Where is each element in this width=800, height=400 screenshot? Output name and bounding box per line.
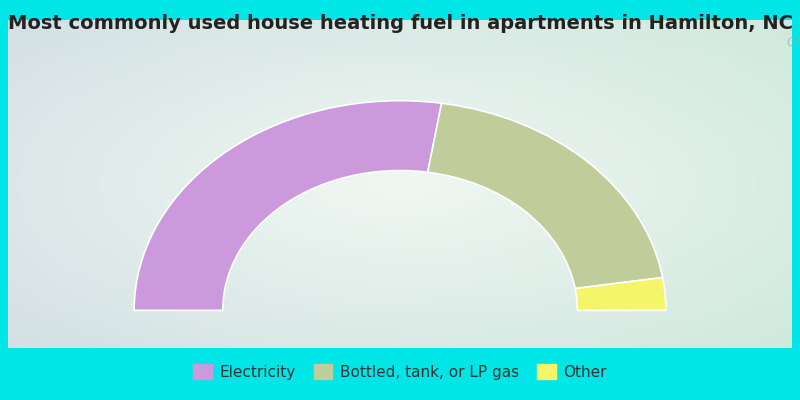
Legend: Electricity, Bottled, tank, or LP gas, Other: Electricity, Bottled, tank, or LP gas, O… bbox=[189, 360, 611, 384]
Wedge shape bbox=[575, 278, 666, 310]
Wedge shape bbox=[428, 103, 662, 288]
Text: City-Data.com: City-Data.com bbox=[786, 36, 800, 50]
Wedge shape bbox=[134, 101, 442, 310]
Text: Most commonly used house heating fuel in apartments in Hamilton, NC: Most commonly used house heating fuel in… bbox=[7, 14, 793, 33]
